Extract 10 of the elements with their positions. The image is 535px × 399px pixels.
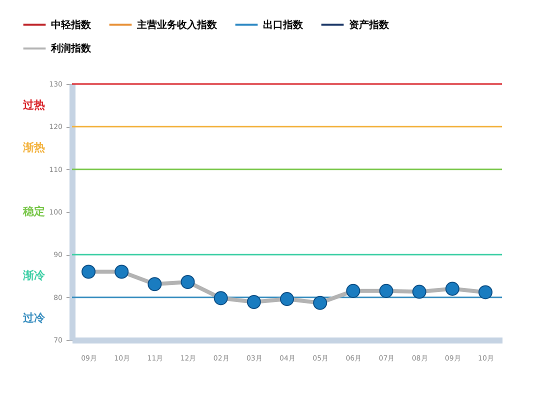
legend-label: 出口指数 <box>263 18 304 31</box>
legend-label: 中轻指数 <box>51 18 92 31</box>
text: 渐热 <box>22 141 45 154</box>
text: 稳定 <box>22 205 45 218</box>
text: 渐冷 <box>22 269 46 282</box>
legend-label: 资产指数 <box>349 18 390 31</box>
legend-label: 利润指数 <box>50 42 92 54</box>
legend-label: 主营业务收入指数 <box>136 18 218 31</box>
text: 过热 <box>22 98 45 112</box>
text: 过冷 <box>22 312 46 325</box>
